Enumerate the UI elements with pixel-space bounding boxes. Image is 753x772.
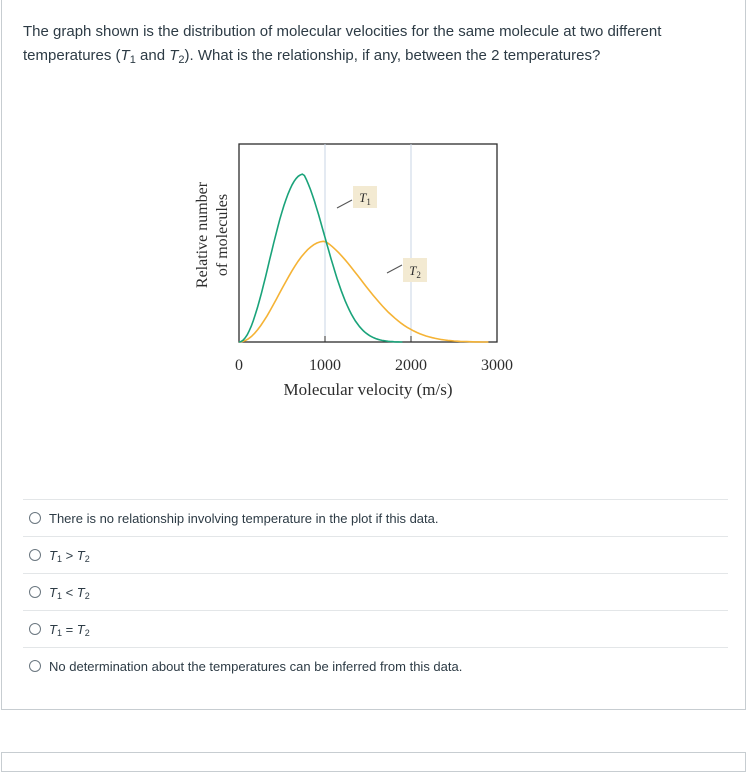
answer-option-2[interactable]: T1 > T2 <box>23 536 728 573</box>
answer-label: T1 = T2 <box>49 621 90 638</box>
series-label-T2: T2 <box>409 263 421 280</box>
series-T2-curve <box>238 240 489 343</box>
x-tick-label-1000: 1000 <box>309 357 341 374</box>
answer-option-4[interactable]: T1 = T2 <box>23 610 728 647</box>
answer-list: There is no relationship involving tempe… <box>23 499 728 684</box>
x-tick-label-3000: 3000 <box>481 357 513 374</box>
radio-button[interactable] <box>29 660 41 672</box>
label-box-T1 <box>353 186 377 208</box>
x-tick-label-2000: 2000 <box>395 357 427 374</box>
label-leader-T1 <box>336 199 353 209</box>
answer-label: T1 > T2 <box>49 547 90 564</box>
x-tick-label-0: 0 <box>235 357 243 374</box>
next-question-card <box>1 752 746 772</box>
label-leader-T2 <box>386 264 403 274</box>
question-text: The graph shown is the distribution of m… <box>23 23 662 66</box>
label-box-T2 <box>403 258 427 282</box>
answer-option-3[interactable]: T1 < T2 <box>23 573 728 610</box>
answer-option-1[interactable]: There is no relationship involving tempe… <box>23 499 728 536</box>
answer-label: T1 < T2 <box>49 584 90 601</box>
question-card: The graph shown is the distribution of m… <box>1 0 746 710</box>
radio-button[interactable] <box>29 586 41 598</box>
y-axis-label-line1: Relative number <box>194 181 211 288</box>
series-T1-curve <box>238 173 403 343</box>
answer-label: There is no relationship involving tempe… <box>49 510 439 526</box>
y-axis-label-line2: of molecules <box>214 194 231 276</box>
radio-button[interactable] <box>29 512 41 524</box>
x-axis-label: Molecular velocity (m/s) <box>283 380 452 399</box>
radio-button[interactable] <box>29 549 41 561</box>
answer-option-5[interactable]: No determination about the temperatures … <box>23 647 728 684</box>
answer-label: No determination about the temperatures … <box>49 658 463 674</box>
series-label-T1: T1 <box>359 190 371 207</box>
radio-button[interactable] <box>29 623 41 635</box>
velocity-distribution-chart: Relative number of molecules T1 T2 0 100… <box>194 143 513 399</box>
plot-frame <box>238 143 498 343</box>
